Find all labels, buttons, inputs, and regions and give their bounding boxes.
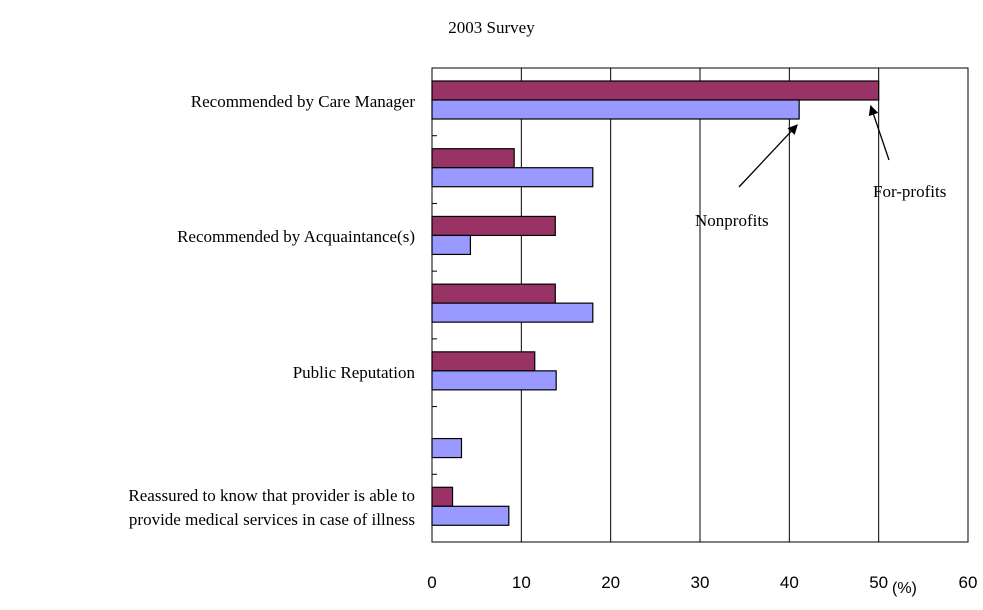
annotation-for-profits: For-profits [873,182,947,201]
category-label: Reassured to know that provider is able … [128,484,415,532]
chart-title: 2003 Survey [448,18,535,37]
category-label: Public Reputation [293,361,415,385]
x-tick-label: 10 [512,573,531,592]
x-tick-label: 0 [427,573,436,592]
bar-for-profits [431,80,880,101]
bar-nonprofits [431,505,510,526]
bar-nonprofits [431,437,463,459]
annotation-nonprofits: Nonprofits [695,211,769,230]
bar-nonprofits [431,99,800,120]
category-label-line: Recommended by Care Manager [190,91,415,111]
bar-nonprofits [431,234,472,256]
bar-nonprofits [431,370,557,391]
bars [431,80,880,526]
x-unit-label: (%) [892,580,917,597]
x-tick-label: 40 [780,573,799,592]
category-label-line: Recommended by Acquaintance(s) [177,227,415,247]
category-label: Recommended by Care Manager [191,90,415,114]
x-tick-label: 30 [691,573,710,592]
x-tick-label: 60 [959,573,978,592]
annotation-arrows [738,105,890,188]
category-label-line: Reassured to know that provider is able … [128,486,415,506]
x-tick-label: 50 [869,573,888,592]
category-label: Recommended by Acquaintance(s) [177,225,415,249]
category-label-line: provide medical services in case of illn… [128,510,415,530]
category-label-line: Public Reputation [292,362,415,382]
bar-for-profits [431,215,556,237]
bar-nonprofits [431,167,594,188]
bar-nonprofits [431,302,594,323]
bar-for-profits [431,351,536,372]
bar-for-profits [431,283,556,304]
x-tick-label: 20 [601,573,620,592]
arrow-nonprofits [738,124,798,188]
arrow-for-profits [868,105,890,161]
bar-for-profits [431,148,515,169]
bar-for-profits [431,486,454,507]
axes [431,67,969,543]
x-tick-labels: 0 10 20 30 40 50 60 [427,573,977,592]
plot-frame [431,67,969,543]
